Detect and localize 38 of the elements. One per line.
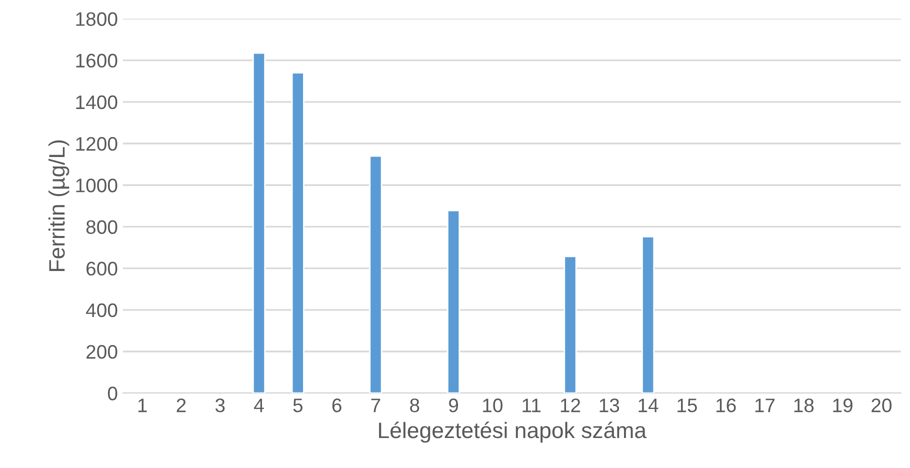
x-tick-label: 8 — [410, 398, 420, 412]
x-tick-label: 20 — [872, 398, 892, 412]
x-tick-label: 9 — [449, 398, 458, 412]
x-tick-label: 15 — [678, 398, 697, 412]
x-tick-label: 1 — [138, 398, 147, 412]
bar — [369, 155, 382, 394]
x-tick-label: 3 — [215, 398, 225, 412]
x-tick-label: 16 — [716, 398, 736, 412]
x-tick-label: 18 — [794, 398, 814, 412]
y-tick-label: 1200 — [76, 136, 118, 151]
x-tick-label: 5 — [293, 398, 303, 412]
y-tick-label: 0 — [108, 386, 118, 400]
x-tick-label: 17 — [755, 398, 775, 412]
x-tick-label: 11 — [522, 398, 540, 412]
x-axis-title: Lélegeztetési napok száma — [379, 422, 647, 443]
y-tick-label: 200 — [86, 344, 118, 359]
bar — [642, 236, 655, 394]
y-tick-label: 1000 — [76, 178, 118, 192]
y-tick-label: 400 — [86, 303, 118, 318]
x-tick-label: 10 — [483, 398, 502, 412]
y-tick-label: 600 — [86, 262, 118, 276]
y-tick-label: 1800 — [76, 12, 118, 26]
bar — [446, 210, 460, 394]
x-tick-label: 19 — [833, 398, 852, 412]
y-axis-title: Ferritin (µg/L) — [48, 140, 70, 271]
x-tick-label: 4 — [254, 398, 264, 412]
x-tick-label: 7 — [371, 398, 380, 412]
x-tick-label: 14 — [638, 398, 658, 412]
bar — [564, 256, 577, 394]
x-tick-label: 6 — [332, 398, 342, 412]
y-tick-label: 1600 — [76, 54, 118, 68]
x-tick-label: 13 — [600, 398, 620, 412]
y-tick-label: 1400 — [76, 95, 118, 110]
x-tick-label: 12 — [560, 398, 580, 412]
x-tick-label: 2 — [176, 398, 186, 412]
bar — [291, 72, 304, 394]
bar — [252, 52, 266, 394]
y-tick-label: 800 — [86, 220, 118, 234]
